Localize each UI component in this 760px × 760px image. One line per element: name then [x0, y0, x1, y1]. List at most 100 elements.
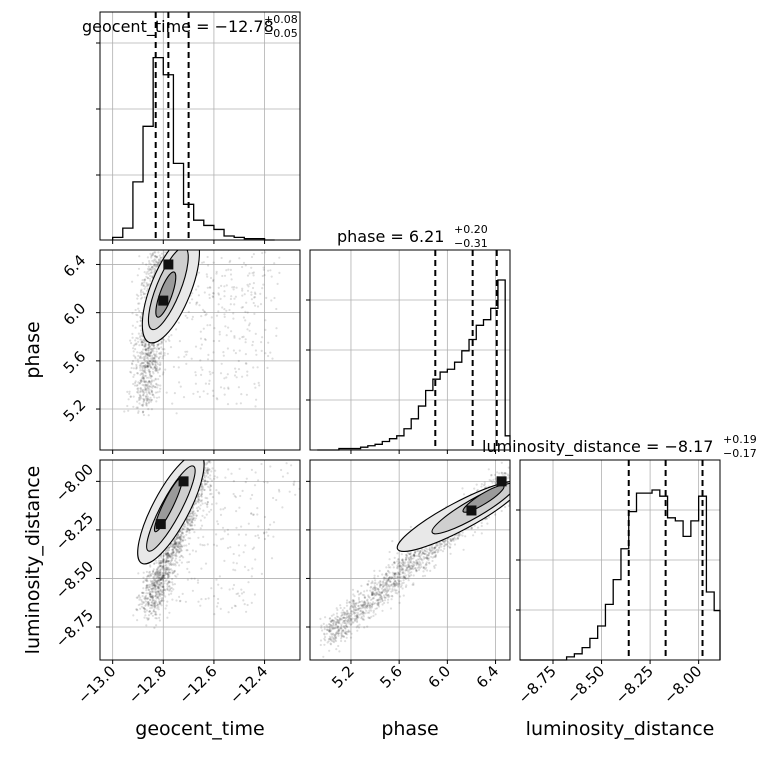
sample-point — [152, 372, 155, 375]
sample-point — [167, 557, 170, 560]
sample-point — [158, 591, 161, 595]
sample-point — [172, 546, 175, 549]
sample-point — [158, 375, 161, 378]
sample-point — [226, 546, 230, 550]
sample-point — [142, 377, 145, 380]
sample-point — [447, 540, 450, 543]
sample-point — [199, 494, 203, 497]
sample-point — [217, 286, 220, 289]
sample-point — [439, 543, 442, 546]
sample-point — [203, 544, 206, 547]
sample-point — [149, 263, 152, 266]
sample-point — [184, 600, 187, 603]
sample-point — [139, 379, 142, 382]
sample-point — [172, 547, 175, 551]
sample-point — [223, 315, 226, 318]
sample-point — [204, 483, 208, 486]
sample-point — [136, 383, 139, 387]
sample-point — [145, 579, 149, 582]
sample-point — [150, 389, 153, 392]
sample-point — [202, 261, 205, 264]
sample-point — [408, 561, 411, 564]
sample-point — [212, 296, 215, 299]
sample-point — [150, 354, 154, 357]
sample-point — [144, 371, 147, 375]
sample-point — [142, 361, 145, 365]
sample-point — [443, 547, 446, 550]
sample-point — [231, 587, 234, 590]
sample-point — [168, 573, 171, 577]
sample-point — [155, 570, 158, 573]
sample-point — [453, 537, 456, 540]
sample-point — [241, 489, 244, 492]
sample-point — [138, 382, 141, 385]
sample-point — [237, 544, 240, 547]
sample-point — [184, 350, 187, 353]
sample-point — [203, 488, 206, 492]
sample-point — [142, 403, 145, 406]
sample-point — [158, 571, 161, 574]
sample-point — [334, 622, 338, 626]
sample-point — [200, 598, 203, 601]
sample-point — [422, 551, 425, 555]
sample-point — [388, 571, 391, 574]
sample-point — [152, 571, 155, 574]
sample-point — [209, 373, 212, 376]
sample-point — [186, 578, 189, 581]
sample-point — [138, 397, 141, 400]
sample-point — [342, 611, 345, 614]
sample-point — [151, 597, 154, 600]
sample-point — [203, 483, 206, 486]
sample-point — [137, 398, 140, 402]
sample-point — [147, 353, 150, 356]
sample-point — [128, 390, 131, 393]
sample-point — [413, 553, 416, 556]
sample-point — [141, 411, 144, 414]
sample-point — [397, 576, 400, 579]
sample-point — [144, 604, 147, 607]
sample-point — [211, 371, 214, 374]
sample-point — [148, 575, 151, 578]
sample-point — [337, 630, 340, 633]
sample-point — [153, 575, 156, 578]
sample-point — [377, 598, 380, 602]
sample-point — [358, 613, 361, 616]
sample-point — [144, 603, 148, 606]
sample-point — [245, 393, 248, 396]
sample-point — [151, 591, 154, 594]
sample-point — [157, 356, 160, 359]
sample-point — [172, 550, 175, 553]
sample-point — [140, 329, 143, 332]
sample-point — [206, 472, 210, 475]
sample-point — [377, 588, 380, 591]
sample-point — [366, 583, 369, 587]
sample-point — [170, 563, 173, 566]
sample-point — [398, 565, 401, 568]
sample-point — [167, 562, 170, 565]
sample-point — [152, 360, 155, 363]
sample-point — [227, 533, 230, 536]
sample-point — [366, 625, 369, 628]
sample-point — [204, 502, 207, 505]
sample-point — [186, 518, 189, 521]
sample-point — [252, 301, 255, 305]
sample-point — [152, 347, 155, 350]
sample-point — [168, 589, 171, 592]
sample-point — [381, 599, 384, 603]
sample-point — [357, 607, 360, 610]
sample-point — [180, 529, 183, 532]
sample-point — [369, 602, 372, 605]
sample-point — [210, 587, 213, 590]
sample-point — [145, 579, 148, 582]
sample-point — [514, 491, 516, 493]
sample-point — [404, 558, 407, 561]
sample-point — [382, 581, 385, 584]
sample-point — [195, 288, 198, 291]
sample-point — [206, 503, 209, 506]
sample-point — [157, 343, 160, 346]
sample-point — [169, 581, 172, 584]
sample-point — [494, 513, 497, 516]
sample-point — [430, 549, 433, 552]
sample-point — [402, 563, 405, 566]
sample-point — [359, 607, 362, 610]
